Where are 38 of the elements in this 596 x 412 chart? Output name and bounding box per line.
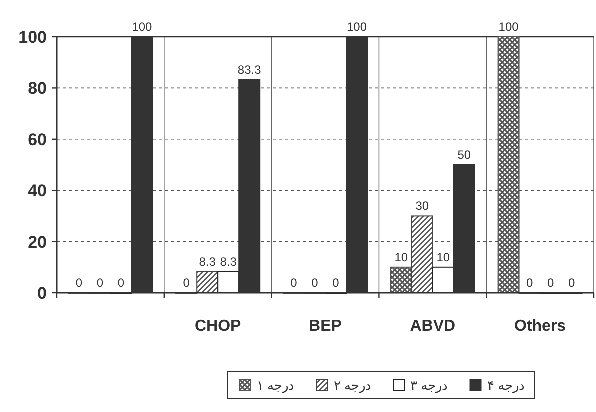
y-tick-label: 20 (28, 232, 47, 252)
data-label: 8.3 (199, 254, 216, 269)
legend-label: درجه ۳ (410, 378, 448, 394)
y-tick-label: 100 (18, 28, 47, 47)
data-label: 10 (436, 250, 450, 264)
legend-item: درجه ۴ (470, 378, 525, 393)
legend-item: درجه ۲ (316, 378, 372, 393)
data-label: 0 (118, 276, 125, 290)
legend-label: درجه ۴ (487, 378, 525, 394)
y-tick-label: 40 (28, 182, 47, 201)
legend-label: درجه ۲ (334, 378, 372, 394)
data-label: 0 (312, 276, 319, 290)
data-label: 50 (458, 148, 472, 162)
data-label: 0 (568, 276, 576, 290)
data-label: 83.3 (238, 62, 262, 77)
y-tick-label: 80 (28, 79, 47, 98)
data-label: 100 (132, 20, 153, 34)
y-tick-label: 0 (38, 284, 47, 303)
y-tick-label: 60 (28, 130, 47, 150)
data-label: 0 (526, 276, 534, 290)
data-label: 0 (183, 276, 190, 290)
data-label: 0 (290, 276, 298, 290)
data-label: 30 (416, 199, 430, 214)
data-label: 10 (394, 250, 408, 264)
data-label: 100 (346, 20, 368, 34)
data-label: 0 (76, 276, 83, 290)
x-tick-label: BEP (309, 318, 342, 335)
data-label: 8.3 (220, 254, 238, 269)
data-label: 0 (547, 276, 554, 290)
x-tick-label: CHOP (194, 318, 242, 335)
legend-item: درجه ۱ (240, 378, 295, 393)
x-tick-label: Others (514, 318, 566, 335)
data-label: 0 (332, 276, 340, 290)
legend-label: درجه ۱ (257, 378, 295, 394)
legend-item: درجه ۳ (393, 378, 448, 393)
data-label: 100 (498, 20, 520, 34)
data-label: 0 (96, 276, 104, 290)
x-tick-label: ABVD (410, 318, 456, 335)
